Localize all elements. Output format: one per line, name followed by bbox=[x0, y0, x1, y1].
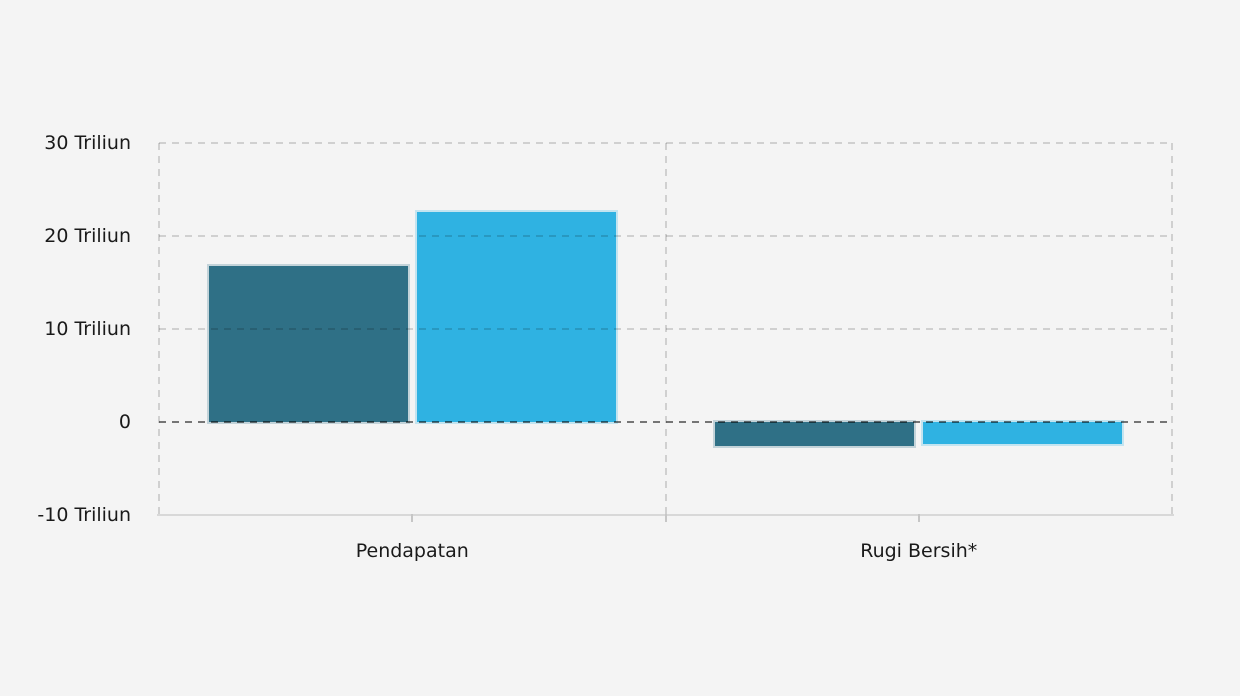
bar-rugi-bersih-series-2[interactable] bbox=[923, 422, 1123, 445]
plot-area bbox=[157, 142, 1174, 522]
x-category-label: Pendapatan bbox=[355, 540, 469, 562]
bars-layer bbox=[159, 143, 1172, 515]
x-category-label: Rugi Bersih* bbox=[860, 540, 978, 562]
y-tick-label: 0 bbox=[118, 411, 131, 433]
bar-pendapatan-series-1[interactable] bbox=[208, 265, 408, 422]
y-tick-label: 10 Triliun bbox=[44, 318, 131, 340]
y-axis-labels: 30 Triliun 20 Triliun 10 Triliun 0 -10 Trili… bbox=[0, 0, 131, 696]
y-tick-label: 20 Triliun bbox=[44, 225, 131, 247]
y-tick-label: -10 Triliun bbox=[37, 504, 131, 526]
y-tick-label: 30 Triliun bbox=[44, 132, 131, 154]
bar-pendapatan-series-2[interactable] bbox=[416, 211, 616, 422]
bar-rugi-bersih-series-1[interactable] bbox=[715, 422, 915, 447]
